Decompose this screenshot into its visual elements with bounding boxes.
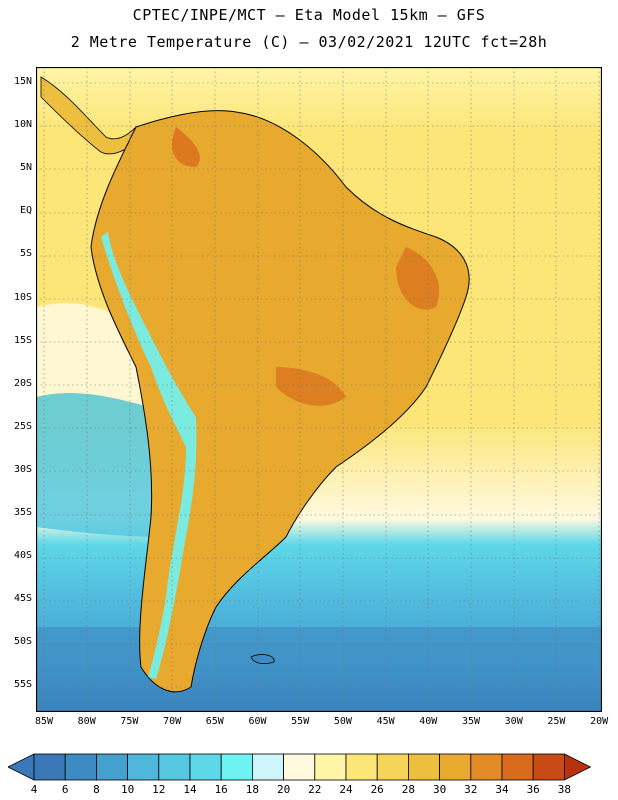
temperature-map — [36, 67, 602, 712]
colorbar-swatch — [96, 753, 129, 781]
colorbar-swatch — [314, 753, 347, 781]
colorbar — [8, 753, 592, 781]
lat-label: 15S — [13, 334, 32, 346]
colorbar-swatch — [251, 753, 284, 781]
lat-label: 35S — [13, 507, 32, 518]
lon-label: 75W — [120, 716, 139, 727]
colorbar-label: 12 — [152, 783, 166, 796]
colorbar-left-arrow — [8, 753, 35, 781]
lat-label: EQ — [19, 205, 32, 217]
colorbar-label: 22 — [308, 783, 322, 796]
colorbar-swatch — [345, 753, 378, 781]
colorbar-swatch — [220, 753, 253, 781]
colorbar-swatch — [439, 753, 472, 781]
lat-label: 55S — [13, 679, 32, 691]
map-canvas — [36, 67, 602, 712]
map-frame — [36, 67, 602, 712]
lon-label: 80W — [77, 716, 96, 727]
colorbar-label: 14 — [183, 783, 197, 796]
hot-spot-southeast — [276, 367, 346, 406]
andes-cold-strip — [101, 232, 197, 679]
colorbar-label: 24 — [339, 783, 353, 796]
lon-label: 30W — [504, 716, 523, 727]
chart-title: CPTEC/INPE/MCT – Eta Model 15km – GFS — [132, 6, 486, 24]
lon-label: 60W — [248, 716, 267, 727]
lat-label: 45S — [13, 593, 32, 605]
colorbar-swatch — [532, 753, 565, 781]
colorbar-label: 6 — [61, 783, 69, 796]
chart-subtitle: 2 Metre Temperature (C) – 03/02/2021 12U… — [70, 33, 548, 51]
lon-label: 35W — [461, 716, 481, 727]
lat-label: 50S — [13, 636, 32, 648]
colorbar-swatch — [64, 753, 97, 781]
colorbar-swatch — [470, 753, 503, 781]
colorbar-label: 26 — [370, 783, 384, 796]
lat-label: 40S — [13, 550, 32, 562]
colorbar-swatch — [407, 753, 440, 781]
lon-label: 25W — [547, 716, 566, 727]
colorbar-label: 36 — [526, 783, 540, 796]
pacific-cool-zone — [36, 392, 166, 537]
lat-label: 10N — [13, 119, 32, 131]
south-cool-band — [36, 627, 602, 712]
lon-label: 65W — [205, 716, 224, 727]
colorbar-swatch — [33, 753, 66, 781]
colorbar-label: 8 — [93, 783, 100, 796]
colorbar-label: 30 — [432, 783, 447, 796]
colorbar-label: 34 — [495, 783, 509, 796]
colorbar-right-arrow — [564, 753, 592, 781]
lat-label: 25S — [13, 420, 32, 432]
lon-label: 40W — [419, 716, 438, 727]
hot-spot-north — [172, 127, 200, 167]
colorbar-label: 10 — [120, 783, 135, 796]
colorbar-swatch — [501, 753, 534, 781]
colorbar-swatch — [189, 753, 222, 781]
lat-label: 5S — [19, 248, 32, 260]
colorbar-swatch — [376, 753, 409, 781]
lat-label: 10S — [13, 291, 32, 303]
lat-label: 5N — [19, 162, 32, 174]
lat-label: 20S — [13, 377, 32, 389]
lat-label: 15N — [13, 76, 32, 87]
lon-label: 85W — [34, 716, 54, 727]
lon-label: 55W — [291, 716, 310, 727]
colorbar-label: 18 — [245, 783, 260, 796]
colorbar-swatch — [127, 753, 160, 781]
colorbar-label: 16 — [214, 783, 228, 796]
colorbar-label: 4 — [30, 783, 38, 796]
lon-label: 70W — [163, 716, 182, 727]
lon-label: 20W — [590, 716, 609, 727]
lon-label: 50W — [333, 716, 352, 727]
colorbar-swatch — [158, 753, 191, 781]
lon-label: 45W — [376, 716, 395, 727]
colorbar-label: 28 — [401, 783, 416, 796]
lat-label: 30S — [13, 463, 32, 475]
hot-spot-east — [396, 247, 440, 310]
falkland-islands — [250, 654, 275, 664]
colorbar-swatch — [283, 753, 316, 781]
colorbar-label: 32 — [464, 783, 478, 796]
colorbar-label: 38 — [557, 783, 572, 796]
colorbar-label: 20 — [276, 783, 291, 796]
